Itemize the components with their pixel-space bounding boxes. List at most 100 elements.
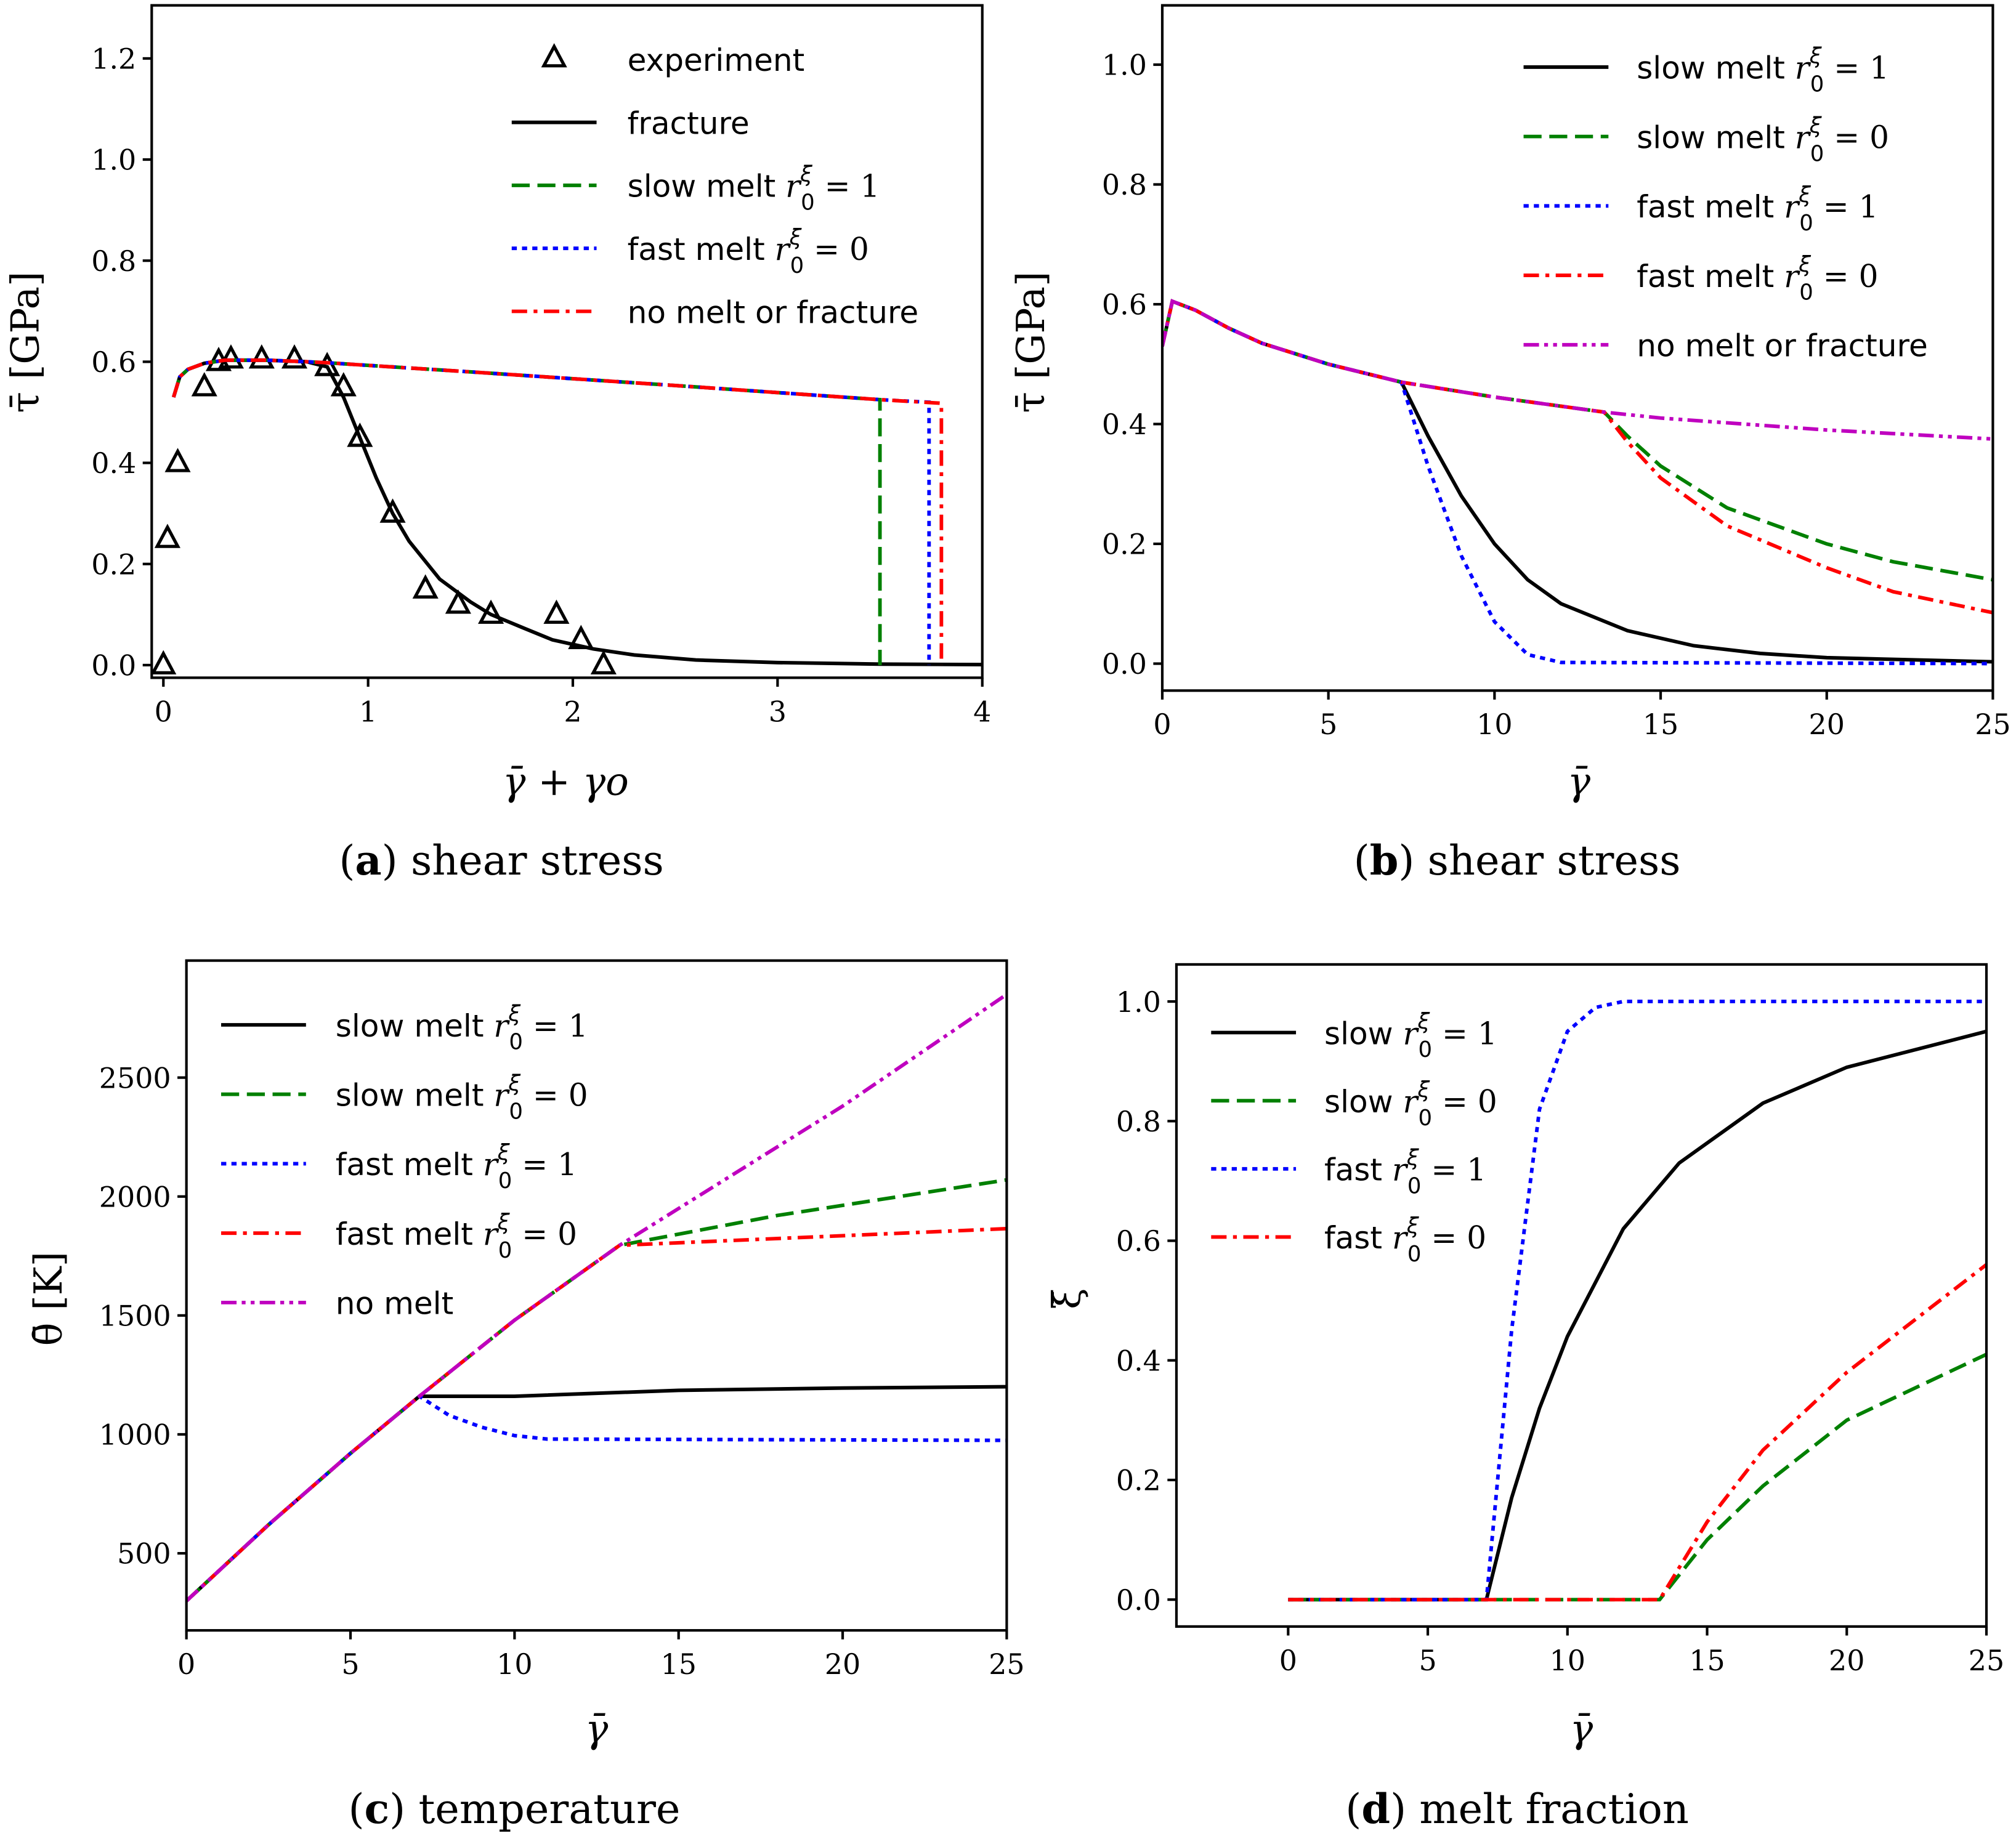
legend-label-fast-melt-r1: fast melt rξ 0 = 1 xyxy=(1637,182,1878,236)
x-tick-label: 5 xyxy=(1319,708,1337,741)
legend-math: r xyxy=(785,169,802,204)
legend-sup: ξ xyxy=(497,1140,510,1165)
data-point-experiment xyxy=(412,574,439,599)
legend-math: r xyxy=(1795,51,1812,86)
data-point-experiment xyxy=(248,344,275,369)
legend-sub: 0 xyxy=(790,253,804,278)
y-tick-label: 2500 xyxy=(99,1061,171,1094)
data-point-experiment xyxy=(379,498,406,523)
series-line-slow-melt-r1 xyxy=(171,358,882,665)
legend-text: slow melt xyxy=(1637,51,1795,86)
legend-label-slow-melt-r1: slow melt rξ 0 = 1 xyxy=(336,1001,588,1055)
legend-text: slow melt xyxy=(628,169,786,204)
legend-math: r xyxy=(483,1216,500,1252)
series-line-no-melt-or-fracture xyxy=(171,358,944,665)
y-tick-label: 0.8 xyxy=(1102,168,1147,201)
y-tick-label: 0.2 xyxy=(1102,528,1147,561)
legend-sub: 0 xyxy=(498,1238,512,1263)
caption-text: melt fraction xyxy=(1406,1785,1689,1833)
y-tick-label: 0.6 xyxy=(1102,288,1147,321)
axes-frame xyxy=(1175,963,1988,1628)
legend-sup: ξ xyxy=(789,225,802,250)
legend-label-slow-melt-r0: slow melt rξ 0 = 0 xyxy=(1637,113,1889,166)
x-tick-label: 25 xyxy=(1975,708,2010,741)
legend-sup: ξ xyxy=(1406,1146,1419,1171)
x-tick-label: 25 xyxy=(989,1648,1024,1681)
y-tick-label: 0.0 xyxy=(91,649,136,682)
caption-paren: ) xyxy=(1398,836,1414,884)
x-tick-label: 2 xyxy=(564,695,581,728)
y-tick-label: 500 xyxy=(117,1537,171,1571)
x-tick-label: 20 xyxy=(825,1648,860,1681)
x-tick-label: 1 xyxy=(359,695,377,728)
data-point-experiment xyxy=(590,650,617,675)
panel-caption: (b) shear stress xyxy=(1354,836,1681,884)
legend-sup: ξ xyxy=(1798,182,1811,208)
legend-sup: ξ xyxy=(1809,44,1822,69)
legend-text: slow xyxy=(1324,1084,1403,1120)
x-axis-label: γ̄ xyxy=(1568,759,1591,804)
data-point-experiment xyxy=(164,448,191,472)
legend-text: no melt or fracture xyxy=(1637,328,1928,364)
legend-text: fast melt xyxy=(336,1147,483,1183)
y-tick-label: 1.2 xyxy=(91,42,136,76)
x-tick-label: 0 xyxy=(177,1648,195,1681)
data-point-experiment xyxy=(217,344,244,369)
x-axis-label: γ̄ xyxy=(585,1707,609,1752)
legend-sub: 0 xyxy=(509,1030,523,1055)
legend-sup: ξ xyxy=(1417,1009,1430,1034)
legend-sub: 0 xyxy=(498,1168,512,1194)
series-line-slow-r1 xyxy=(1288,1029,1986,1602)
legend-math: r xyxy=(493,1008,510,1044)
series-line-fast-melt-r1 xyxy=(186,1394,1007,1603)
legend-text: fast melt xyxy=(336,1216,483,1252)
legend-math: r xyxy=(775,232,791,267)
legend-label-slow-melt-r0: slow melt rξ 0 = 0 xyxy=(336,1070,588,1124)
series-line-fast-r1 xyxy=(1288,1000,1986,1602)
legend-sup: ξ xyxy=(800,162,812,187)
legend-text: fast xyxy=(1324,1152,1392,1188)
legend-eq: = 1 xyxy=(1824,51,1889,86)
caption-text: shear stress xyxy=(1414,836,1680,884)
legend-sup: ξ xyxy=(508,1001,520,1027)
legend-sub: 0 xyxy=(1407,1242,1422,1267)
series-line-no-melt-or-fracture xyxy=(1162,299,1993,441)
x-tick-label: 15 xyxy=(1689,1644,1725,1677)
legend-eq: = 0 xyxy=(1432,1084,1497,1120)
y-tick-label: 1500 xyxy=(99,1300,171,1333)
x-tick-label: 25 xyxy=(1969,1644,2004,1677)
legend-math: r xyxy=(1403,1016,1420,1051)
series-line-fast-melt-r0 xyxy=(186,1226,1007,1603)
legend-sub: 0 xyxy=(1418,1106,1432,1131)
legend-math: r xyxy=(1784,259,1800,294)
legend-label-slow-r0: slow rξ 0 = 0 xyxy=(1324,1077,1497,1131)
legend-text: slow xyxy=(1324,1016,1403,1051)
series-line-fast-r0 xyxy=(1288,1263,1986,1602)
legend-eq: = 0 xyxy=(804,232,869,267)
data-point-experiment xyxy=(191,372,217,397)
legend-text: fracture xyxy=(628,105,750,141)
y-tick-label: 0.8 xyxy=(91,245,136,278)
data-point-experiment xyxy=(445,589,471,614)
legend-sup: ξ xyxy=(1809,113,1822,138)
caption-letter: c xyxy=(365,1784,390,1833)
legend-text: fast melt xyxy=(1637,259,1784,294)
legend-text: slow melt xyxy=(336,1008,494,1044)
caption-letter: a xyxy=(355,836,381,884)
data-point-experiment xyxy=(281,344,308,369)
caption-text: temperature xyxy=(405,1785,680,1833)
legend-sub: 0 xyxy=(1799,280,1813,305)
panel-caption: (d) melt fraction xyxy=(1345,1784,1689,1833)
x-tick-label: 10 xyxy=(496,1648,532,1681)
x-axis-label: γ̄ xyxy=(1570,1707,1593,1752)
y-tick-label: 0.0 xyxy=(1102,647,1147,681)
x-tick-label: 20 xyxy=(1829,1644,1864,1677)
legend-sub: 0 xyxy=(1810,141,1824,166)
y-tick-label: 0.8 xyxy=(1116,1105,1161,1138)
caption-letter: d xyxy=(1361,1784,1390,1833)
legend-math: r xyxy=(1392,1152,1409,1188)
x-tick-label: 0 xyxy=(1279,1644,1297,1677)
